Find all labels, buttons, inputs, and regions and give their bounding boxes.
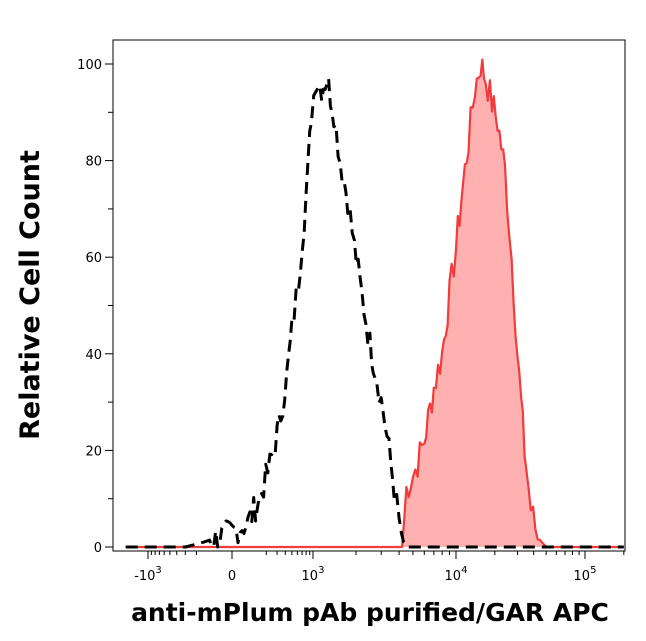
plot-frame xyxy=(112,39,626,552)
control-series-line xyxy=(125,77,624,549)
y-tick-label: 100 xyxy=(77,58,102,73)
y-axis: 0 20 40 60 80 100 xyxy=(77,58,113,556)
stained-series-line xyxy=(125,58,624,549)
x-tick-label: 0 xyxy=(228,569,236,584)
y-axis-title: Relative Cell Count xyxy=(15,150,46,440)
y-tick-label: 60 xyxy=(85,251,102,266)
series-layer xyxy=(125,58,624,549)
series-fill-area xyxy=(125,59,624,547)
y-tick-label: 20 xyxy=(85,444,102,459)
x-tick-label: -103 xyxy=(134,565,162,584)
y-tick-label: 40 xyxy=(85,348,102,363)
x-tick-label: 105 xyxy=(574,565,597,584)
x-tick-label: 103 xyxy=(302,565,325,584)
y-tick-label: 80 xyxy=(85,155,102,170)
x-axis: -103 0 103 104 105 xyxy=(134,551,625,584)
x-axis-title: anti-mPlum pAb purified/GAR APC xyxy=(131,598,609,627)
x-tick-label: 104 xyxy=(445,565,468,584)
y-tick-label: 0 xyxy=(94,541,102,556)
